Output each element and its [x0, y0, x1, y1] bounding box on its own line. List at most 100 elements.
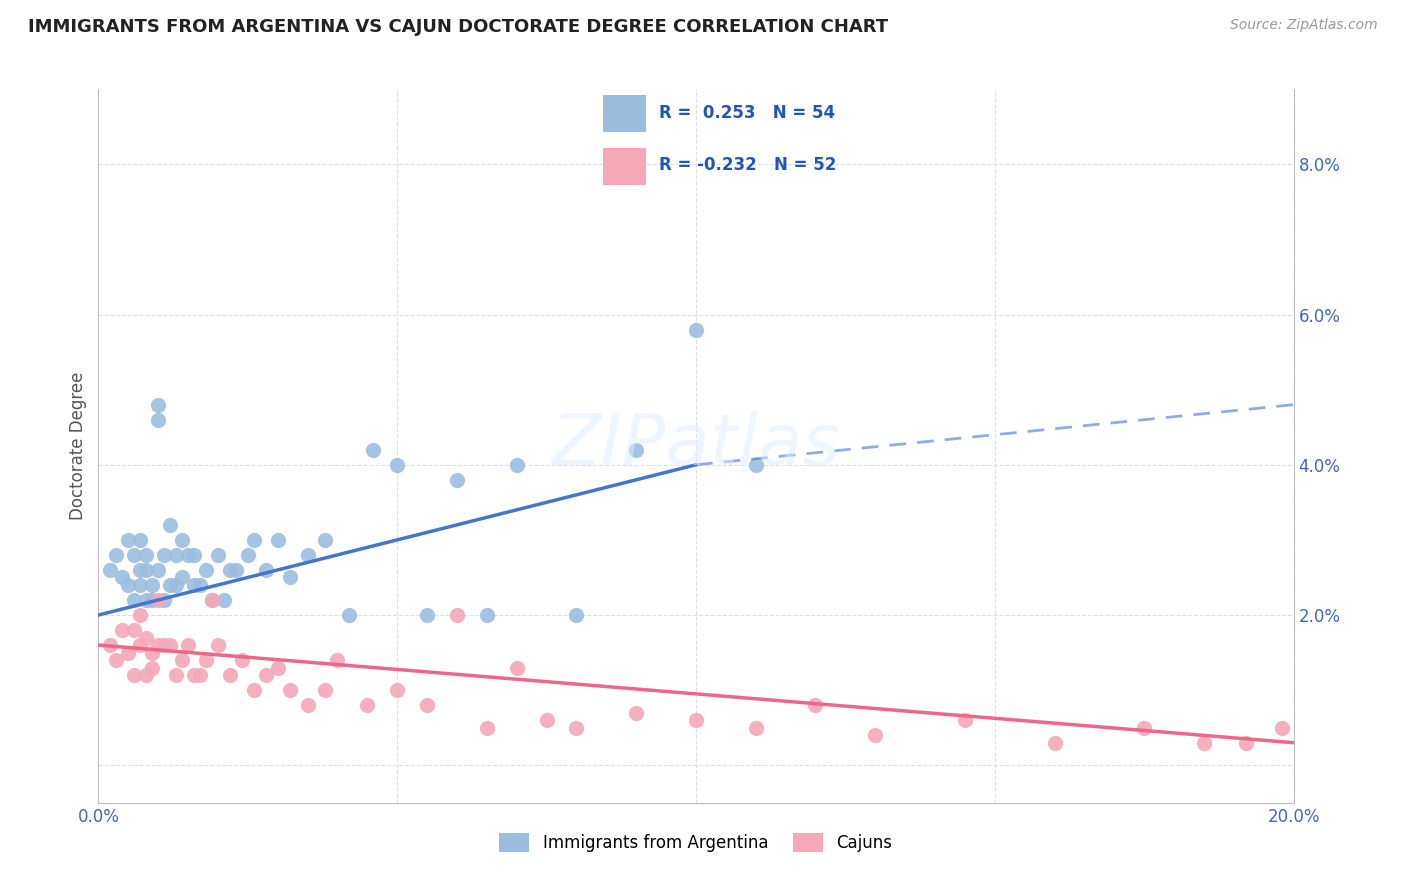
Point [446, 607, 468, 622]
Point [626, 442, 648, 457]
Point [475, 721, 498, 735]
Point [159, 517, 181, 532]
Point [183, 548, 205, 562]
Point [135, 593, 157, 607]
Point [195, 653, 218, 667]
Point [231, 653, 253, 667]
Point [212, 593, 235, 607]
Point [165, 548, 187, 562]
Point [153, 638, 176, 652]
Point [446, 473, 468, 487]
Point [254, 563, 277, 577]
Point [207, 638, 229, 652]
Point [326, 653, 349, 667]
Point [278, 683, 301, 698]
Point [141, 646, 163, 660]
Point [141, 593, 163, 607]
Bar [603, 95, 647, 132]
Point [172, 653, 194, 667]
Point [177, 638, 200, 652]
Point [129, 607, 152, 622]
Point [315, 683, 337, 698]
Point [865, 728, 887, 742]
Point [243, 683, 266, 698]
Point [111, 570, 134, 584]
Point [1133, 721, 1156, 735]
Point [745, 721, 768, 735]
Point [98, 638, 122, 652]
Text: Source: ZipAtlas.com: Source: ZipAtlas.com [1230, 18, 1378, 32]
Point [254, 668, 277, 682]
Point [297, 548, 319, 562]
Point [148, 398, 170, 412]
Point [201, 593, 224, 607]
Point [685, 713, 707, 727]
Point [141, 578, 163, 592]
Point [159, 638, 181, 652]
Legend: Immigrants from Argentina, Cajuns: Immigrants from Argentina, Cajuns [492, 826, 900, 859]
Point [183, 578, 205, 592]
Bar [603, 147, 647, 185]
Point [188, 668, 211, 682]
Point [219, 563, 242, 577]
Point [356, 698, 378, 713]
Point [201, 593, 224, 607]
Point [172, 533, 194, 547]
Point [297, 698, 319, 713]
Point [953, 713, 976, 727]
Point [207, 548, 229, 562]
Point [165, 668, 187, 682]
Point [475, 607, 498, 622]
Point [98, 563, 122, 577]
Point [165, 578, 187, 592]
Text: IMMIGRANTS FROM ARGENTINA VS CAJUN DOCTORATE DEGREE CORRELATION CHART: IMMIGRANTS FROM ARGENTINA VS CAJUN DOCTO… [28, 18, 889, 36]
Point [565, 721, 588, 735]
Point [148, 638, 170, 652]
Point [135, 631, 157, 645]
Point [172, 570, 194, 584]
Point [183, 668, 205, 682]
Point [105, 548, 128, 562]
Text: R =  0.253   N = 54: R = 0.253 N = 54 [658, 103, 835, 121]
Point [153, 548, 176, 562]
Point [685, 322, 707, 336]
Point [135, 548, 157, 562]
Point [159, 578, 181, 592]
Point [536, 713, 558, 727]
Point [363, 442, 385, 457]
Point [1234, 736, 1257, 750]
Point [565, 607, 588, 622]
Point [148, 563, 170, 577]
Point [117, 578, 139, 592]
Point [1043, 736, 1066, 750]
Point [124, 593, 146, 607]
Point [129, 563, 152, 577]
Point [135, 668, 157, 682]
Point [124, 548, 146, 562]
Point [129, 638, 152, 652]
Point [148, 413, 170, 427]
Point [236, 548, 259, 562]
Text: ZIPatlas: ZIPatlas [551, 411, 841, 481]
Point [124, 623, 146, 637]
Point [141, 660, 163, 674]
Point [129, 533, 152, 547]
Point [745, 458, 768, 472]
Point [117, 533, 139, 547]
Point [129, 578, 152, 592]
Point [177, 548, 200, 562]
Point [219, 668, 242, 682]
Point [148, 593, 170, 607]
Point [416, 698, 439, 713]
Point [315, 533, 337, 547]
Point [267, 660, 290, 674]
Point [188, 578, 211, 592]
Point [111, 623, 134, 637]
Point [105, 653, 128, 667]
Point [506, 458, 529, 472]
Point [153, 593, 176, 607]
Point [385, 683, 409, 698]
Point [278, 570, 301, 584]
Point [385, 458, 409, 472]
Point [416, 607, 439, 622]
